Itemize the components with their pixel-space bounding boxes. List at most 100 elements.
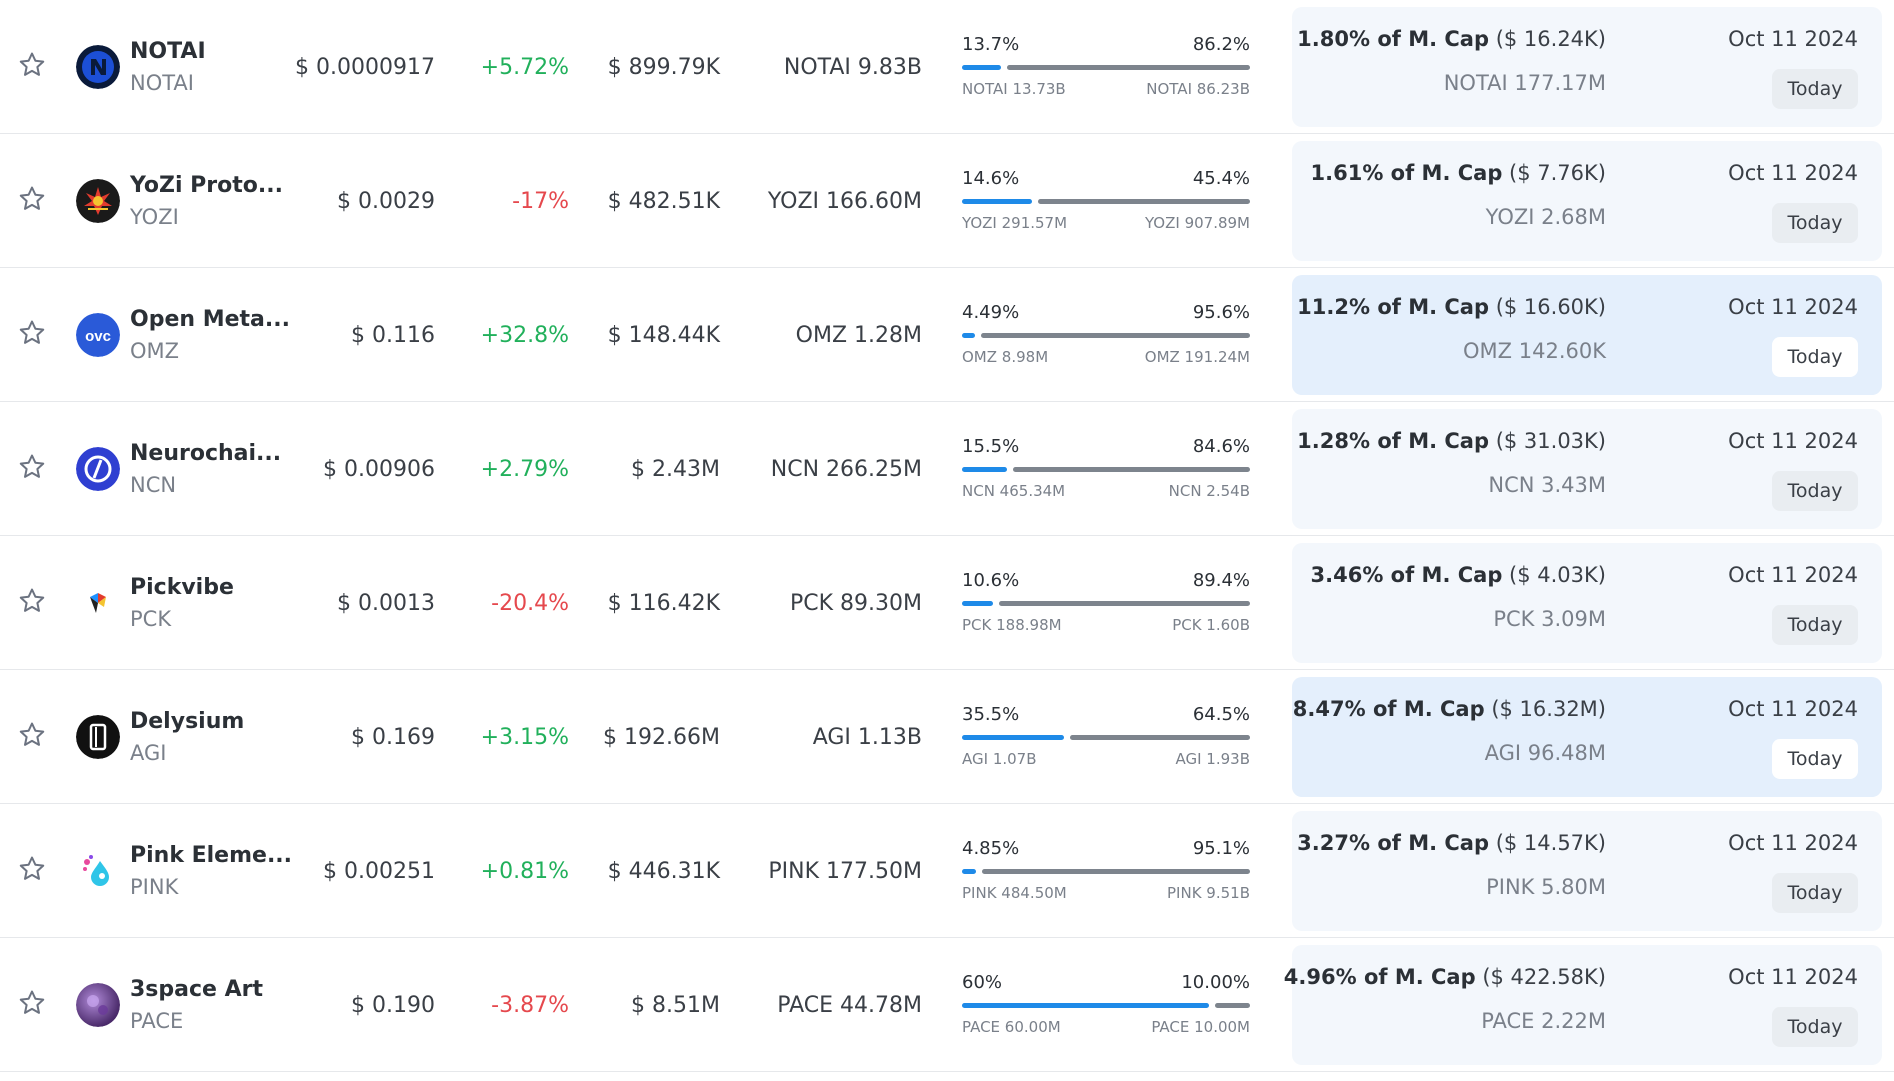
favorite-star-button[interactable] xyxy=(14,938,50,1072)
coin-name-cell[interactable]: 3space Art PACE xyxy=(130,938,300,1072)
favorite-star-button[interactable] xyxy=(14,804,50,938)
unlock-countdown-badge: Today xyxy=(1772,203,1858,243)
coin-symbol: PACE xyxy=(130,1009,184,1033)
unlock-usd-value: ($ 16.60K) xyxy=(1495,295,1606,319)
delysium-logo-icon xyxy=(76,715,120,759)
coin-name[interactable]: NOTAI xyxy=(130,39,206,64)
price-change-24h: +5.72% xyxy=(480,54,569,80)
unlock-percent: 3.27% of M. Cap xyxy=(1297,831,1489,855)
table-row[interactable]: Neurochai... NCN $ 0.00906 +2.79% $ 2.43… xyxy=(0,402,1894,536)
next-unlock-card[interactable]: 3.27% of M. Cap ($ 14.57K) PINK 5.80M Oc… xyxy=(1292,811,1882,931)
unlock-countdown-badge: Today xyxy=(1772,873,1858,913)
locked-percent: 64.5% xyxy=(1192,704,1250,725)
favorite-star-button[interactable] xyxy=(14,0,50,134)
coin-name-cell[interactable]: Pickvibe PCK xyxy=(130,536,300,670)
price: $ 0.0013 xyxy=(337,590,435,616)
table-row[interactable]: YoZi Proto... YOZI $ 0.0029 -17% $ 482.5… xyxy=(0,134,1894,268)
coin-name[interactable]: YoZi Proto... xyxy=(130,173,283,198)
favorite-star-button[interactable] xyxy=(14,268,50,402)
unlock-usd-value: ($ 7.76K) xyxy=(1509,161,1606,185)
favorite-star-button[interactable] xyxy=(14,134,50,268)
favorite-star-button[interactable] xyxy=(14,402,50,536)
unlocked-amount: YOZI 291.57M xyxy=(962,214,1068,232)
price-change-24h: +3.15% xyxy=(480,724,569,750)
unlock-token-amount: NCN 3.43M xyxy=(1488,473,1606,497)
price-change-24h: +0.81% xyxy=(480,858,569,884)
unlock-date: Oct 11 2024 xyxy=(1728,563,1858,587)
unlock-usd-value: ($ 14.57K) xyxy=(1495,831,1606,855)
circulating-supply: AGI 1.13B xyxy=(812,724,922,750)
unlocked-amount: PINK 484.50M xyxy=(962,884,1067,902)
market-cap: $ 148.44K xyxy=(607,322,720,348)
next-unlock-card[interactable]: 4.96% of M. Cap ($ 422.58K) PACE 2.22M O… xyxy=(1284,945,1882,1065)
locked-bar-fill xyxy=(1007,65,1250,70)
favorite-star-button[interactable] xyxy=(14,670,50,804)
locked-percent: 89.4% xyxy=(1192,570,1250,591)
next-unlock-card[interactable]: 3.46% of M. Cap ($ 4.03K) PCK 3.09M Oct … xyxy=(1292,543,1882,663)
coin-symbol: NCN xyxy=(130,473,177,497)
coin-name-cell[interactable]: Open Meta... OMZ xyxy=(130,268,300,402)
coin-name-cell[interactable]: YoZi Proto... YOZI xyxy=(130,134,300,268)
unlock-usd-value: ($ 16.24K) xyxy=(1495,27,1606,51)
svg-text:ovc: ovc xyxy=(85,328,111,345)
unlocked-bar-fill xyxy=(962,199,1032,204)
unlock-countdown-badge: Today xyxy=(1772,739,1858,779)
coin-logo xyxy=(74,670,122,804)
coin-logo xyxy=(74,938,122,1072)
coin-name-cell[interactable]: Delysium AGI xyxy=(130,670,300,804)
coin-name[interactable]: Delysium xyxy=(130,709,245,734)
next-unlock-card[interactable]: 1.28% of M. Cap ($ 31.03K) NCN 3.43M Oct… xyxy=(1292,409,1882,529)
table-row[interactable]: Pickvibe PCK $ 0.0013 -20.4% $ 116.42K P… xyxy=(0,536,1894,670)
unlock-progress: 14.6% 45.4% YOZI 291.57M YOZI 907.89M xyxy=(962,134,1250,268)
unlock-usd-value: ($ 4.03K) xyxy=(1509,563,1606,587)
coin-name[interactable]: Pink Eleme... xyxy=(130,843,293,868)
circulating-supply: OMZ 1.28M xyxy=(795,322,922,348)
locked-bar-fill xyxy=(982,869,1250,874)
market-cap: $ 2.43M xyxy=(631,456,720,482)
notai-logo-icon xyxy=(76,45,120,89)
unlocked-amount: AGI 1.07B xyxy=(962,750,1037,768)
next-unlock-card[interactable]: 1.61% of M. Cap ($ 7.76K) YOZI 2.68M Oct… xyxy=(1292,141,1882,261)
unlocked-percent: 14.6% xyxy=(962,168,1020,189)
coin-name[interactable]: Pickvibe xyxy=(130,575,234,600)
market-cap: $ 446.31K xyxy=(607,858,720,884)
locked-amount: AGI 1.93B xyxy=(1175,750,1250,768)
coin-name-cell[interactable]: NOTAI NOTAI xyxy=(130,0,300,134)
next-unlock-card[interactable]: 8.47% of M. Cap ($ 16.32M) AGI 96.48M Oc… xyxy=(1292,677,1882,797)
coin-name-cell[interactable]: Pink Eleme... PINK xyxy=(130,804,300,938)
unlock-progress: 10.6% 89.4% PCK 188.98M PCK 1.60B xyxy=(962,536,1250,670)
unlocked-amount: PACE 60.00M xyxy=(962,1018,1061,1036)
next-unlock-card[interactable]: 11.2% of M. Cap ($ 16.60K) OMZ 142.60K O… xyxy=(1292,275,1882,395)
coin-name[interactable]: Open Meta... xyxy=(130,307,290,332)
coin-name-cell[interactable]: Neurochai... NCN xyxy=(130,402,300,536)
favorite-star-button[interactable] xyxy=(14,536,50,670)
table-row[interactable]: NOTAI NOTAI $ 0.0000917 +5.72% $ 899.79K… xyxy=(0,0,1894,134)
price: $ 0.169 xyxy=(351,724,435,750)
locked-amount: PCK 1.60B xyxy=(1172,616,1250,634)
unlock-countdown-badge: Today xyxy=(1772,471,1858,511)
unlock-percent-of-mcap: 8.47% of M. Cap ($ 16.32M) xyxy=(1293,697,1606,721)
locked-amount: NCN 2.54B xyxy=(1168,482,1250,500)
star-icon xyxy=(17,988,47,1022)
table-row[interactable]: ovc Open Meta... OMZ $ 0.116 +32.8% $ 14… xyxy=(0,268,1894,402)
unlock-percent: 8.47% of M. Cap xyxy=(1292,697,1485,721)
locked-percent: 10.00% xyxy=(1181,972,1250,993)
table-row[interactable]: Pink Eleme... PINK $ 0.00251 +0.81% $ 44… xyxy=(0,804,1894,938)
locked-amount: OMZ 191.24M xyxy=(1144,348,1250,366)
coin-name[interactable]: 3space Art xyxy=(130,977,264,1002)
locked-amount: PINK 9.51B xyxy=(1167,884,1250,902)
unlocked-percent: 10.6% xyxy=(962,570,1020,591)
locked-amount: YOZI 907.89M xyxy=(1144,214,1250,232)
locked-amount: PACE 10.00M xyxy=(1151,1018,1250,1036)
coin-name[interactable]: Neurochai... xyxy=(130,441,282,466)
unlock-countdown-badge: Today xyxy=(1772,605,1858,645)
price-change-24h: -17% xyxy=(512,188,569,214)
price: $ 0.0000917 xyxy=(295,54,435,80)
market-cap: $ 8.51M xyxy=(631,992,720,1018)
coin-symbol: OMZ xyxy=(130,339,180,363)
next-unlock-card[interactable]: 1.80% of M. Cap ($ 16.24K) NOTAI 177.17M… xyxy=(1292,7,1882,127)
table-row[interactable]: Delysium AGI $ 0.169 +3.15% $ 192.66M AG… xyxy=(0,670,1894,804)
unlock-token-amount: NOTAI 177.17M xyxy=(1443,71,1606,95)
table-row[interactable]: 3space Art PACE $ 0.190 -3.87% $ 8.51M P… xyxy=(0,938,1894,1072)
